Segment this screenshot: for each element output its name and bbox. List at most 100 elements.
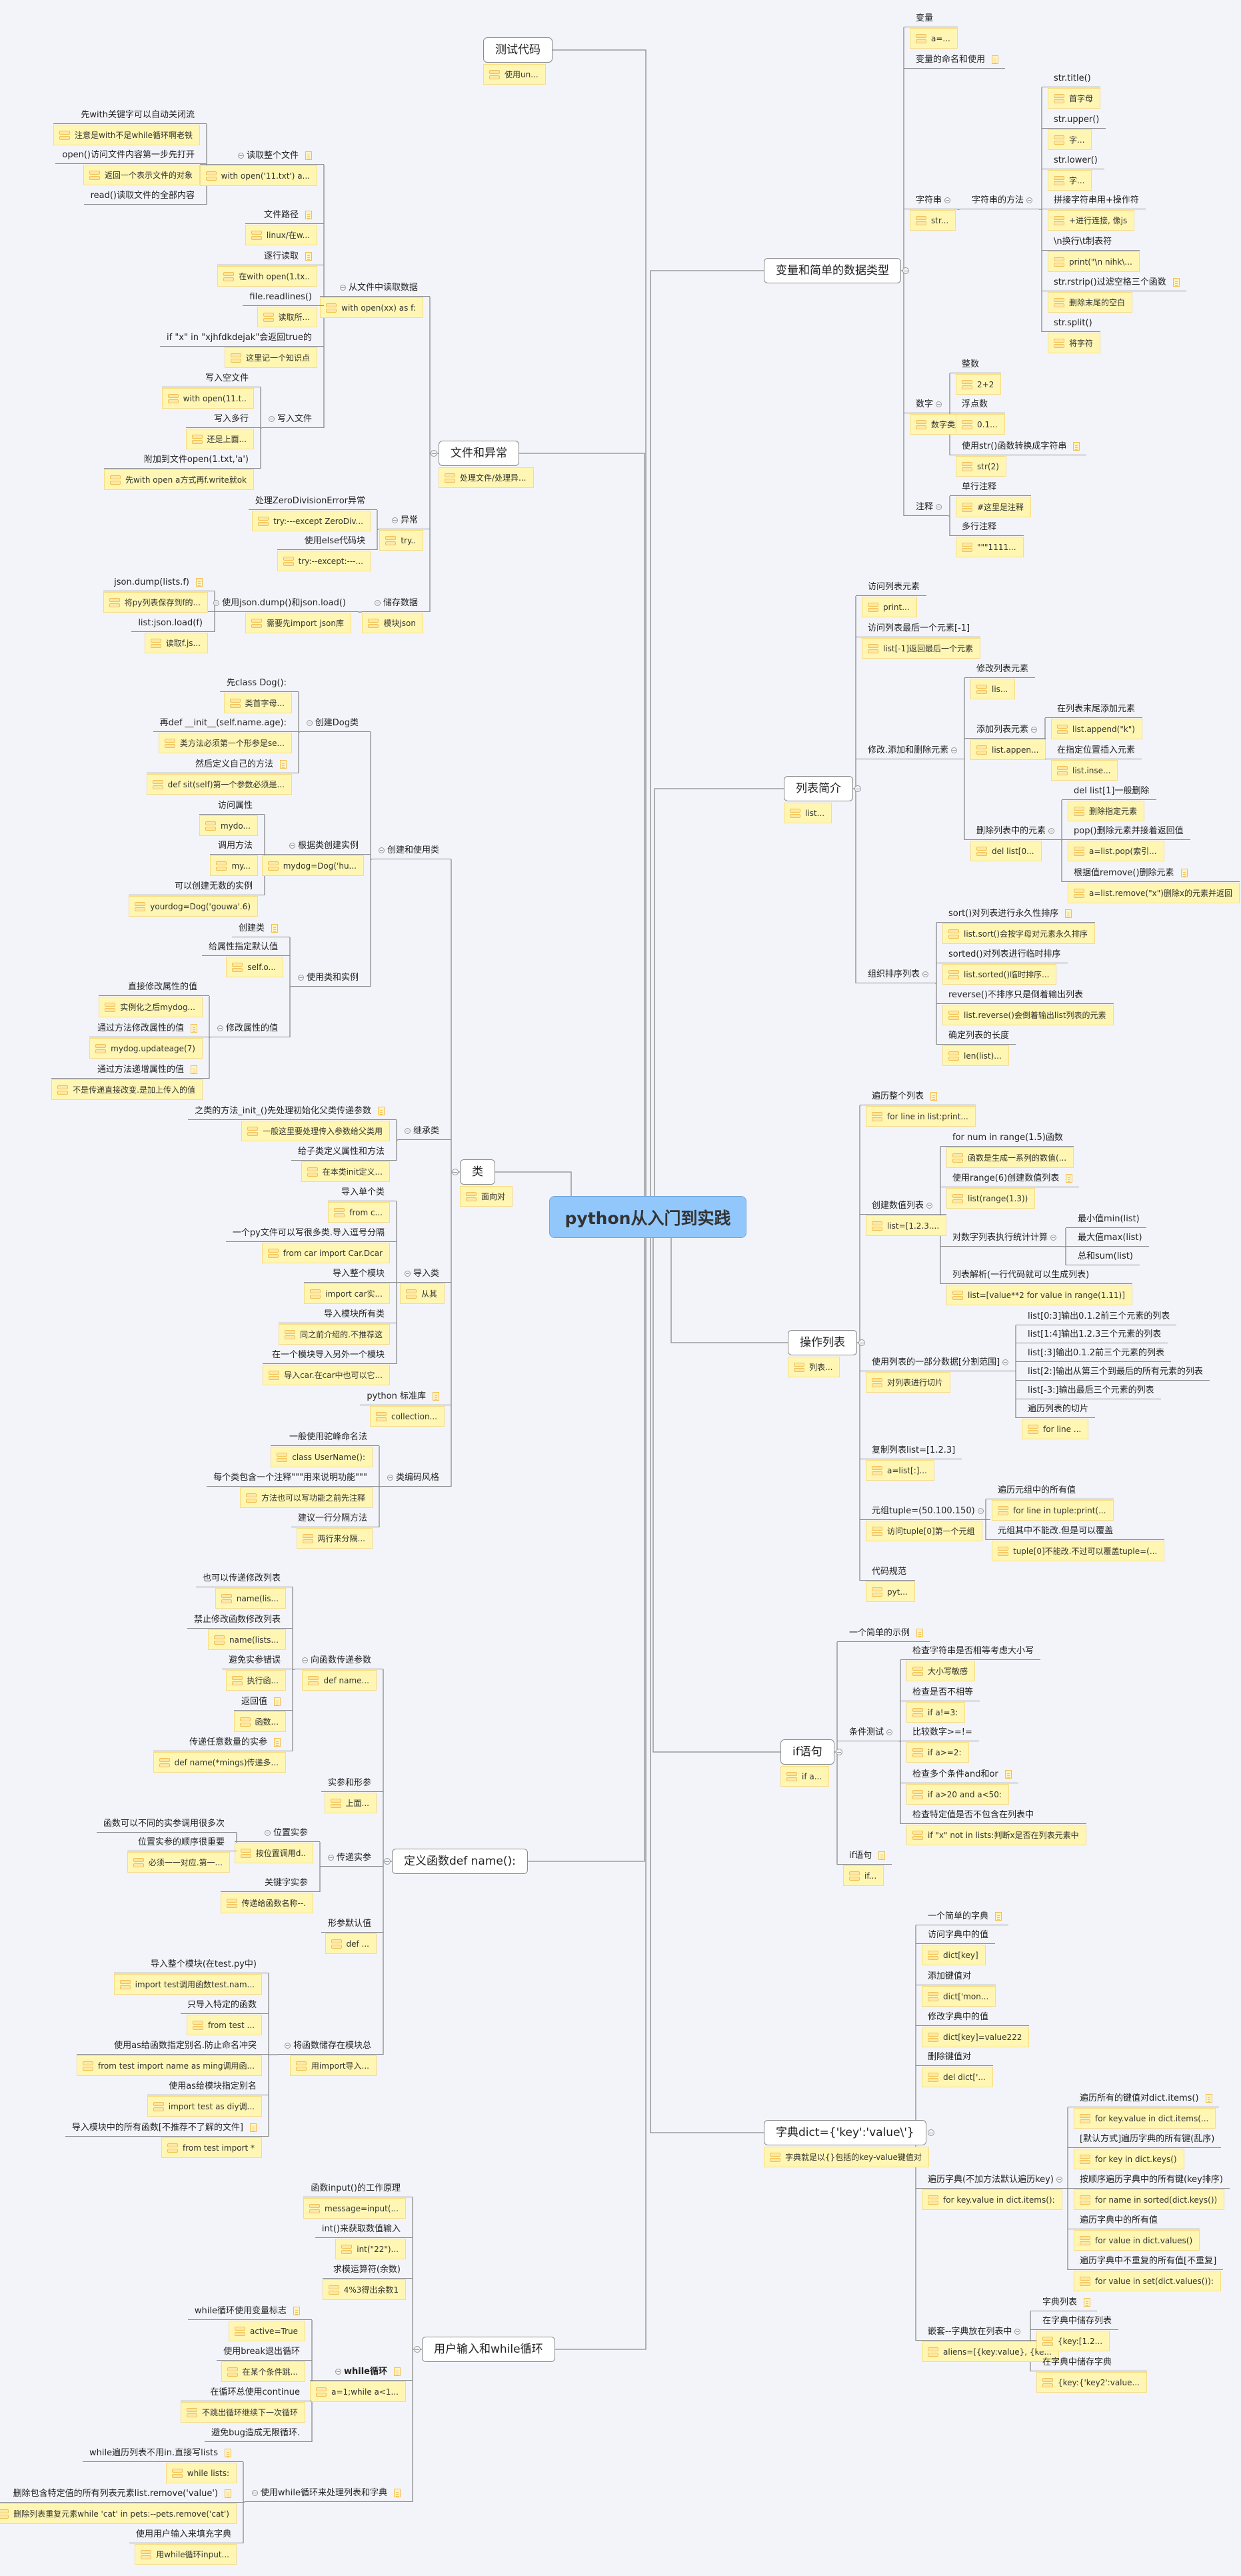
collapse-toggle-icon[interactable] <box>1048 828 1055 834</box>
topic-label-row[interactable]: 导入单个类 <box>328 1184 397 1201</box>
note-box[interactable]: list=[1.2.3.... <box>866 1215 947 1236</box>
topic-label-row[interactable]: 访问列表最后一个元素[-1] <box>856 620 980 637</box>
topic-label-row[interactable]: 数字 <box>904 396 971 413</box>
topic-node[interactable]: 位置实参的顺序很重要 必须一一对应.第一... <box>127 1834 237 1873</box>
note-box[interactable]: 注意是with不是while循环啊老铁 <box>53 125 200 145</box>
topic-node[interactable]: 先with关键字可以自动关闭流 注意是with不是while循环啊老铁 <box>53 107 207 145</box>
topic-node[interactable]: 之类的方法_init_()先处理初始化父类传递参数 一般这里要处理传入参数给父类用 <box>188 1103 397 1141</box>
topic-label-row[interactable]: sort()对列表进行永久性排序 <box>936 905 1096 923</box>
note-box[interactable]: 在某个条件跳... <box>221 2361 305 2382</box>
topic-node[interactable]: 复制列表list=[1.2.3] a=list[:]... <box>860 1442 962 1481</box>
topic-node[interactable]: 列表解析(一行代码就可以生成列表) list=[value**2 for valu… <box>940 1267 1132 1305</box>
document-icon[interactable] <box>196 578 203 587</box>
note-box[interactable]: mydog=Dog('hu... <box>261 855 364 876</box>
topic-node[interactable]: 对数字列表执行统计计算 <box>940 1229 1064 1247</box>
topic-label-row[interactable]: 字符串 <box>904 192 958 209</box>
main-topic[interactable]: 字典dict={'key':'value\'} 字典就是以{}包括的key-val… <box>764 2120 929 2167</box>
note-box[interactable]: del list[0... <box>970 841 1042 861</box>
topic-label-row[interactable]: str.title() <box>1042 70 1101 87</box>
note-box[interactable]: 用while循环input... <box>135 2544 237 2565</box>
note-box[interactable]: a=... <box>910 28 958 49</box>
topic-node[interactable]: 删除包含特定值的所有列表元素list.remove('value') 删除列表重复… <box>0 2485 243 2524</box>
topic-label-row[interactable]: while遍历列表不用in.直接写lists <box>83 2445 243 2462</box>
note-box[interactable]: 首字母 <box>1048 88 1101 109</box>
topic-node[interactable]: 直接修改属性的值 实例化之后mydog... <box>99 979 209 1017</box>
topic-label-row[interactable]: 创建Dog类 <box>299 715 371 732</box>
collapse-toggle-icon[interactable] <box>414 2346 421 2353</box>
note-box[interactable]: try.. <box>379 530 423 551</box>
topic-node[interactable]: 避免bug造成无限循环. <box>205 2425 312 2442</box>
note-box[interactable]: if a... <box>780 1766 830 1787</box>
topic-node[interactable]: 给子类定义属性和方法 在本类init定义... <box>291 1143 397 1182</box>
topic-node[interactable]: int()来获取数值输入 int("22")... <box>315 2221 413 2259</box>
note-box[interactable]: aliens=[{key:value}, {ke... <box>922 2341 1059 2362</box>
topic-label-row[interactable]: 总和sum(list) <box>1066 1248 1140 1265</box>
topic-node[interactable]: 创建数值列表 list=[1.2.3.... <box>860 1197 947 1236</box>
note-box[interactable]: from test ... <box>186 2015 262 2035</box>
topic-label-row[interactable]: 使用类和实例 <box>291 969 371 987</box>
topic-node[interactable]: 导入整个模块 import car实... <box>304 1265 397 1304</box>
note-box[interactable]: print... <box>862 597 917 617</box>
topic-node[interactable]: 使用break退出循环 在某个条件跳... <box>217 2343 312 2382</box>
topic-label-row[interactable]: 写入空文件 <box>161 370 261 387</box>
topic-label-row[interactable]: list[1:4]输出1.2.3三个元素的列表 <box>1016 1326 1168 1343</box>
topic-node[interactable]: 使用json.dump()和json.load() 需要先import json库 <box>207 595 358 633</box>
topic-label-row[interactable]: 在字典中储存字典 <box>1030 2354 1147 2371</box>
topic-label-row[interactable]: 函数可以不同的实参调用很多次 <box>96 1815 237 1833</box>
note-box[interactable]: if a>20 and a<50: <box>906 1784 1009 1805</box>
note-box[interactable]: 函数... <box>233 1711 286 1732</box>
note-box[interactable]: str... <box>910 210 956 231</box>
topic-label-row[interactable]: 嵌套--字典放在列表中 <box>916 2323 1059 2341</box>
topic-node[interactable]: sorted()对列表进行临时排序 list.sorted()临时排序... <box>936 946 1068 985</box>
topic-node[interactable]: 写入文件 <box>261 411 324 428</box>
topic-node[interactable]: 从文件中读取数据 with open(xx) as f: <box>320 279 430 318</box>
topic-node[interactable]: del list[1]一般删除 删除指定元素 <box>1062 783 1156 821</box>
note-box[interactable]: for key in dict.keys() <box>1074 2149 1184 2169</box>
note-box[interactable]: 方法也可以写功能之前先注释 <box>239 1487 373 1508</box>
topic-node[interactable]: 变量的命名和使用 <box>904 51 1006 69</box>
note-box[interactable]: 读取f.js... <box>144 633 208 653</box>
topic-label-row[interactable]: 传递实参 <box>321 1849 383 1867</box>
topic-label-row[interactable]: int()来获取数值输入 <box>315 2221 413 2238</box>
collapse-toggle-icon[interactable] <box>836 1749 842 1755</box>
topic-node[interactable]: 添加键值对 dict['mon... <box>916 1968 996 2007</box>
topic-node[interactable]: 字符串的方法 <box>960 192 1040 209</box>
main-topic[interactable]: 类面向对 <box>460 1159 513 1207</box>
topic-node[interactable]: 位置实参 按位置调用d.. <box>234 1825 320 1863</box>
topic-node[interactable]: 创建Dog类 <box>299 715 371 732</box>
topic-label-row[interactable]: 通过方法修改属性的值 <box>89 1020 209 1037</box>
topic-label-row[interactable]: 遍历元组中的所有值 <box>986 1482 1114 1499</box>
note-box[interactable]: 字... <box>1048 129 1092 150</box>
note-box[interactable]: def name... <box>302 1670 377 1691</box>
topic-node[interactable]: 访问属性 mydo... <box>199 797 265 836</box>
document-icon[interactable] <box>930 1092 938 1101</box>
note-box[interactable]: for line in tuple:print(... <box>992 1500 1114 1521</box>
note-box[interactable]: class UserName(): <box>271 1447 373 1467</box>
collapse-toggle-icon[interactable] <box>1056 2177 1062 2183</box>
topic-label-row[interactable]: 遍历所有的键值对dict.items() <box>1068 2090 1219 2107</box>
topic-label-row[interactable]: 使用range(6)创建数值列表 <box>940 1170 1080 1187</box>
topic-node[interactable]: 整数 2+2 <box>950 356 1002 395</box>
note-box[interactable]: lis... <box>970 679 1016 699</box>
collapse-toggle-icon[interactable] <box>936 401 942 407</box>
note-box[interactable]: dict['mon... <box>922 1986 996 2007</box>
topic-node[interactable]: 在循环总使用continue 不跳出循环继续下一次循环 <box>180 2384 312 2423</box>
topic-node[interactable]: 类编码风格 <box>380 1469 451 1487</box>
topic-node[interactable]: 遍历字典中的所有值 for value in dict.values() <box>1068 2212 1200 2251</box>
topic-label-row[interactable]: 传递任意数量的实参 <box>153 1734 293 1751</box>
topic-label-row[interactable]: 实参和形参 <box>321 1775 383 1792</box>
collapse-toggle-icon[interactable] <box>404 1128 411 1134</box>
topic-label-row[interactable]: 再def __init__(self.name.age): <box>153 715 299 732</box>
topic-label-row[interactable]: 避免实参错误 <box>221 1652 293 1669</box>
topic-label-row[interactable]: del list[1]一般删除 <box>1062 783 1156 800</box>
document-icon[interactable] <box>1205 2094 1212 2103</box>
note-box[interactable]: len(list)... <box>942 1045 1009 1066</box>
topic-label-row[interactable]: 异常 <box>379 512 430 529</box>
topic-label-row[interactable]: 按顺序遍历字典中的所有键(key排序) <box>1068 2171 1230 2189</box>
topic-node[interactable]: 最大值max(list) <box>1066 1229 1149 1247</box>
topic-node[interactable]: 写入空文件 with open(11.t.. <box>161 370 261 409</box>
topic-node[interactable]: 根据类创建实例 mydog=Dog('hu... <box>261 837 371 876</box>
topic-label-row[interactable]: 确定列表的长度 <box>936 1027 1016 1045</box>
document-icon[interactable] <box>305 151 312 160</box>
topic-node[interactable]: 添加列表元素 list.appen... <box>964 721 1046 760</box>
